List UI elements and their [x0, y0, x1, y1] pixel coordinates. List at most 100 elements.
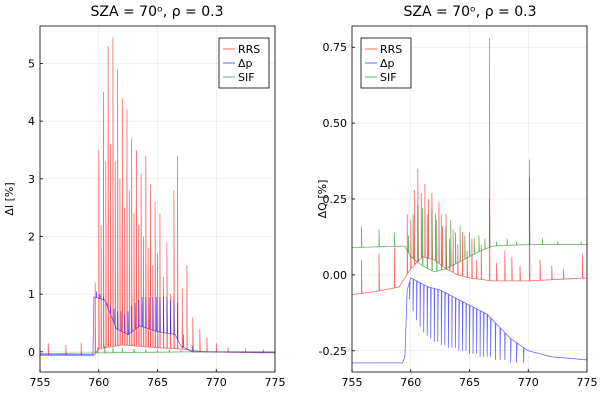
data-point — [523, 363, 524, 364]
data-point — [200, 328, 201, 329]
data-point — [157, 349, 158, 350]
y-tick-label: 2 — [28, 230, 35, 243]
x-tick-label: 755 — [30, 376, 51, 389]
data-point — [100, 294, 101, 295]
data-point — [460, 226, 461, 227]
x-tick-label: 775 — [265, 376, 286, 389]
data-point — [122, 347, 123, 348]
data-point — [507, 238, 508, 239]
data-point — [103, 92, 104, 93]
data-point — [409, 299, 410, 300]
legend-label: Δp — [238, 57, 253, 70]
y-tick-label: 0.00 — [323, 269, 348, 282]
data-point — [449, 238, 450, 239]
data-point — [467, 250, 468, 251]
data-point — [379, 253, 380, 254]
data-point — [469, 232, 470, 233]
data-point — [450, 220, 451, 221]
x-tick-label: 765 — [147, 376, 168, 389]
data-point — [473, 353, 474, 354]
data-point — [163, 297, 164, 298]
data-point — [117, 311, 118, 312]
data-point — [95, 282, 96, 283]
data-point — [122, 98, 123, 99]
data-point — [361, 259, 362, 260]
data-point — [182, 288, 183, 289]
series-line — [352, 38, 587, 295]
data-point — [452, 347, 453, 348]
data-point — [117, 69, 118, 70]
data-point — [170, 300, 171, 301]
data-point — [557, 241, 558, 242]
data-point — [113, 347, 114, 348]
data-point — [174, 300, 175, 301]
data-point — [418, 168, 419, 169]
data-point — [410, 220, 411, 221]
data-point — [394, 232, 395, 233]
data-point — [150, 184, 151, 185]
data-point — [445, 344, 446, 345]
data-point — [174, 190, 175, 191]
data-point — [177, 303, 178, 304]
x-tick-label: 760 — [400, 376, 421, 389]
series-line — [352, 277, 587, 364]
data-point — [442, 226, 443, 227]
data-point — [138, 300, 139, 301]
data-point — [120, 179, 121, 180]
data-point — [425, 184, 426, 185]
data-point — [542, 238, 543, 239]
data-point — [361, 226, 362, 227]
data-point — [474, 238, 475, 239]
y-tick-label: -0.25 — [319, 345, 347, 358]
data-point — [529, 159, 530, 160]
y-tick-label: 0.75 — [323, 41, 348, 54]
data-point — [441, 344, 442, 345]
data-point — [422, 208, 423, 209]
data-point — [142, 297, 143, 298]
data-point — [582, 253, 583, 254]
series-dp — [352, 277, 587, 364]
data-point — [540, 259, 541, 260]
series-line — [352, 159, 587, 273]
data-point — [138, 225, 139, 226]
data-point — [167, 297, 168, 298]
data-point — [113, 37, 114, 38]
data-point — [421, 193, 422, 194]
left-panel: SZA = 70ᵒ, ρ = 0.3 ΔI [%] 755 760 765 770 775 0… — [3, 4, 286, 389]
data-point — [484, 238, 485, 239]
data-point — [97, 347, 98, 348]
data-point — [408, 235, 409, 236]
data-point — [228, 347, 229, 348]
y-tick-label: 0 — [28, 346, 35, 359]
data-point — [448, 347, 449, 348]
data-point — [428, 199, 429, 200]
chart-title: SZA = 70ᵒ, ρ = 0.3 — [91, 4, 224, 20]
data-point — [101, 225, 102, 226]
data-point — [114, 308, 115, 309]
data-point — [581, 241, 582, 242]
data-point — [216, 343, 217, 344]
data-point — [479, 235, 480, 236]
data-point — [181, 350, 182, 351]
legend-label: SIF — [380, 71, 397, 84]
data-point — [416, 320, 417, 321]
data-point — [432, 193, 433, 194]
data-point — [418, 205, 419, 206]
right-panel: SZA = 70ᵒ, ρ = 0.3 ΔQ [%] 755 760 765 770 775 -… — [316, 4, 598, 389]
data-point — [81, 342, 82, 343]
legend-label: SIF — [238, 71, 255, 84]
y-tick-label: 5 — [28, 57, 35, 70]
data-point — [423, 332, 424, 333]
data-point — [177, 155, 178, 156]
data-point — [110, 305, 111, 306]
y-tick-label: 0.50 — [323, 117, 348, 130]
data-point — [136, 150, 137, 151]
data-point — [512, 256, 513, 257]
data-point — [510, 363, 511, 364]
data-point — [483, 357, 484, 358]
data-point — [187, 265, 188, 266]
data-point — [520, 265, 521, 266]
data-point — [439, 202, 440, 203]
